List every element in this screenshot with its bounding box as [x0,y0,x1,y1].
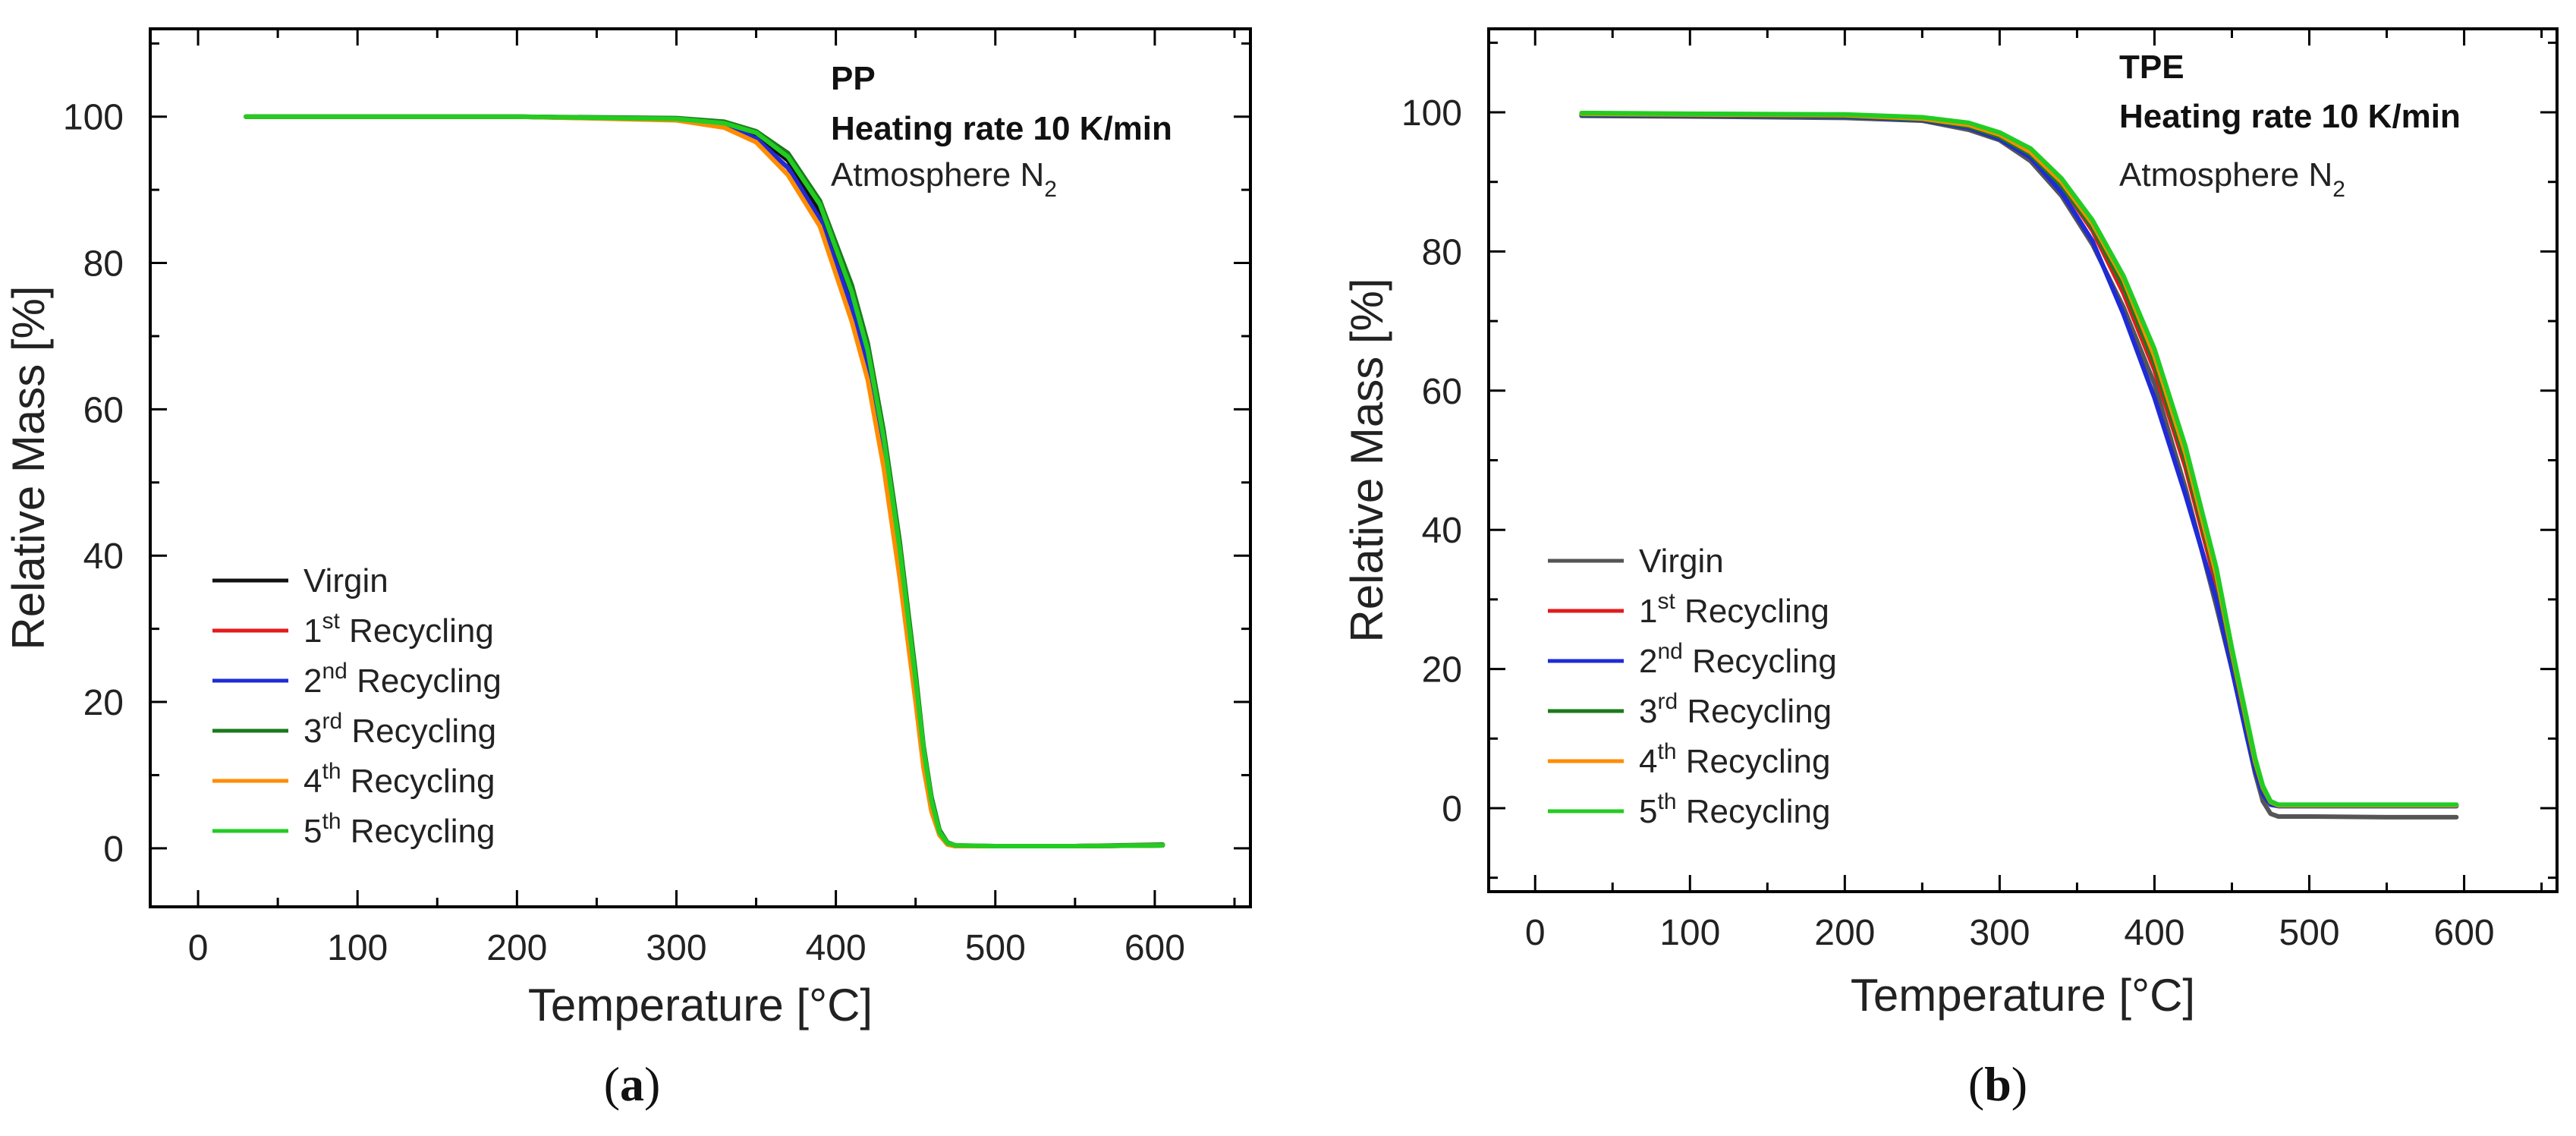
annotation-heating-rate: Heating rate 10 K/min [831,110,1172,147]
y-tick-label: 20 [1422,650,1462,691]
panel-caption: (b) [1968,1057,2027,1111]
panel-caption: (a) [604,1057,661,1111]
y-tick-label: 40 [1422,511,1462,551]
legend-label: 4th Recycling [1639,739,1830,780]
legend-label: 2nd Recycling [1639,639,1837,680]
legend-label: 5th Recycling [1639,789,1830,830]
x-tick-label: 300 [1969,913,2030,953]
x-tick-label: 200 [1814,913,1875,953]
x-tick-label: 300 [646,928,706,968]
legend-label: Virgin [1639,543,1724,580]
annotation-heating-rate: Heating rate 10 K/min [2119,98,2461,135]
annotation-atmosphere: Atmosphere N2 [2119,156,2345,202]
y-tick-label: 40 [83,537,124,577]
y-tick-label: 80 [1422,232,1462,272]
x-tick-label: 400 [806,928,867,968]
x-tick-label: 100 [327,928,388,968]
x-axis-label: Temperature [°C] [1851,970,2195,1021]
legend-label: 4th Recycling [304,759,495,800]
y-tick-label: 0 [103,829,124,870]
legend-label: 5th Recycling [304,809,495,850]
plot-frame [149,27,1252,908]
x-tick-label: 400 [2124,913,2184,953]
y-axis-label: Relative Mass [%] [3,285,54,650]
panel-a: 0 100 200 300 400 500 600 0 20 40 60 80 100 Temperatu… [3,27,1252,1111]
y-tick-label: 20 [83,683,124,723]
annotation-atmosphere: Atmosphere N2 [831,156,1057,202]
x-tick-label: 600 [2434,913,2495,953]
annotation-material: PP [831,60,876,97]
legend-label: Virgin [304,562,388,599]
legend-label: 2nd Recycling [304,659,502,700]
x-axis-label: Temperature [°C] [528,980,873,1031]
x-tick-label: 500 [2279,913,2339,953]
x-tick-label: 600 [1124,928,1185,968]
x-tick-label: 200 [486,928,547,968]
legend-label: 1st Recycling [1639,589,1829,630]
y-tick-label: 60 [83,390,124,430]
x-tick-label: 0 [1525,913,1546,953]
legend-label: 3rd Recycling [304,709,496,750]
y-tick-label: 80 [83,244,124,285]
panel-b: 0 100 200 300 400 500 600 0 20 40 60 80 100 Temperatu… [1341,27,2559,1111]
annotation-material: TPE [2119,49,2184,86]
y-tick-label: 60 [1422,372,1462,412]
y-tick-label: 0 [1442,789,1462,829]
x-tick-label: 100 [1659,913,1720,953]
y-tick-label: 100 [1401,93,1462,134]
y-tick-label: 100 [63,98,124,138]
x-tick-label: 500 [965,928,1026,968]
legend-label: 1st Recycling [304,609,494,650]
series-line [1579,110,2459,807]
y-axis-label: Relative Mass [%] [1341,278,1392,642]
x-tick-label: 0 [188,928,209,968]
series-line [244,114,1165,848]
legend-label: 3rd Recycling [1639,689,1832,730]
